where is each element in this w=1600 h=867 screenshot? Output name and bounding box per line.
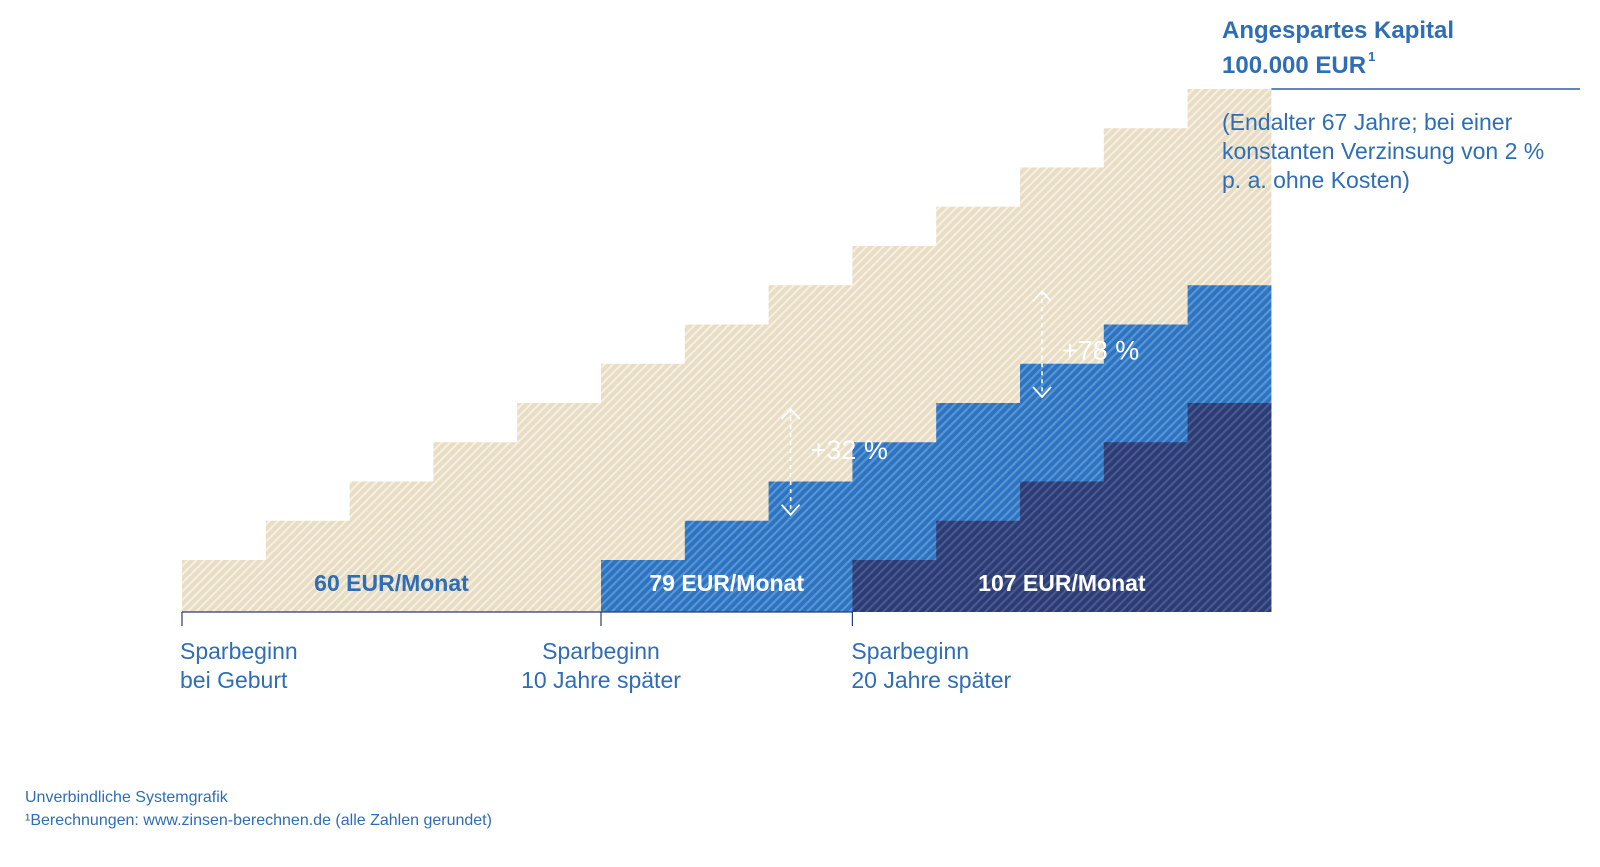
- arrow-head-down: [780, 504, 801, 517]
- chart-areas: [182, 89, 1272, 612]
- area-series-3: [852, 403, 1272, 612]
- assumption-note: (Endalter 67 Jahre; bei einer konstanten…: [1222, 109, 1545, 193]
- capital-title: Angespartes Kapital: [1222, 17, 1455, 44]
- rate-label-1: 60 EUR/Monat: [314, 570, 469, 596]
- rate-label-2: 79 EUR/Monat: [649, 570, 804, 596]
- capital-value: 100.000 EUR: [1222, 52, 1367, 79]
- x-label-1: Sparbeginn bei Geburt: [180, 638, 298, 693]
- rate-label-3: 107 EUR/Monat: [978, 570, 1146, 596]
- footnote-mark: 1: [1368, 49, 1376, 64]
- annotation-label-1: +32 %: [811, 435, 888, 465]
- disclaimer-text: Unverbindliche Systemgrafik: [25, 789, 228, 806]
- x-axis: Sparbeginn bei Geburt Sparbeginn 10 Jahre s…: [180, 88, 1580, 693]
- x-label-3: Sparbeginn 20 Jahre später: [851, 638, 1011, 693]
- capital-amount: 100.000 EUR 1: [1222, 45, 1454, 80]
- footnote-text: ¹Berechnungen: www.zinsen-berechnen.de (…: [25, 812, 492, 829]
- arrow-head-down: [1032, 386, 1052, 399]
- capital-heading: Angespartes Kapital 100.000 EUR 1: [1222, 16, 1454, 80]
- annotation-label-2: +78 %: [1062, 335, 1139, 365]
- x-label-2: Sparbeginn 10 Jahre später: [521, 638, 681, 693]
- arrow-head-up: [780, 407, 801, 420]
- arrow-head-up: [1032, 289, 1052, 302]
